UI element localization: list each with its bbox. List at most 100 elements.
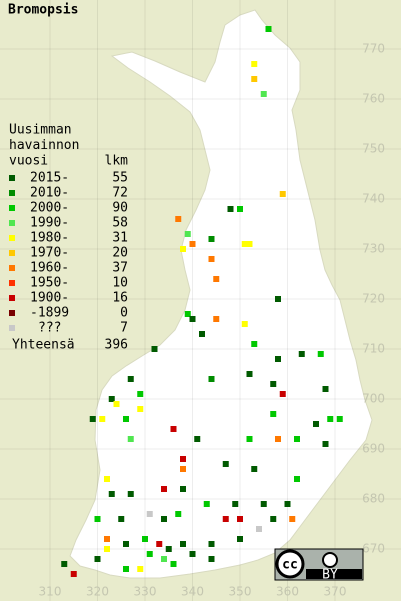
observation-square xyxy=(180,541,186,547)
observation-square xyxy=(275,436,281,442)
observation-square xyxy=(151,346,158,352)
cc-text: cc xyxy=(282,558,298,573)
observation-square xyxy=(99,416,106,422)
observation-square xyxy=(199,331,205,337)
legend-swatch xyxy=(9,220,15,226)
observation-square xyxy=(161,516,167,522)
observation-square xyxy=(108,491,115,497)
legend-swatch xyxy=(9,325,15,331)
observation-square xyxy=(256,526,262,532)
observation-square xyxy=(251,466,258,472)
observation-square xyxy=(142,536,148,542)
legend-label: 1960- xyxy=(30,261,69,276)
observation-square xyxy=(180,486,186,492)
observation-square xyxy=(89,416,96,422)
legend-count-header: lkm xyxy=(105,154,129,169)
observation-square xyxy=(294,436,300,442)
observation-square xyxy=(275,356,281,362)
by-icon xyxy=(322,552,338,568)
observation-square xyxy=(70,571,77,577)
license-badge: cc BY xyxy=(274,548,364,583)
legend-swatch xyxy=(9,205,15,211)
observation-square xyxy=(246,436,253,442)
observation-square xyxy=(284,501,291,507)
legend-label: 1900- xyxy=(30,291,69,306)
observation-square xyxy=(322,386,329,392)
legend-label: 1980- xyxy=(30,231,69,246)
legend-swatch xyxy=(9,190,15,196)
observation-square xyxy=(270,381,277,387)
x-tick-label: 350 xyxy=(229,585,252,599)
x-tick-label: 370 xyxy=(324,585,347,599)
legend-header: vuosi xyxy=(9,154,48,169)
observation-square xyxy=(251,76,258,82)
y-tick-label: 740 xyxy=(362,192,385,206)
observation-square xyxy=(289,516,296,522)
y-tick-label: 750 xyxy=(362,142,385,156)
observation-square xyxy=(275,296,281,302)
legend-header: havainnon xyxy=(9,138,79,153)
legend-count: 58 xyxy=(112,216,128,231)
observation-square xyxy=(232,501,239,507)
observation-square xyxy=(137,566,144,572)
legend-label: -1899 xyxy=(30,306,69,321)
legend-count: 31 xyxy=(112,231,128,246)
observation-square xyxy=(208,541,215,547)
observation-square xyxy=(208,236,215,242)
observation-square xyxy=(137,391,144,397)
legend-label: 1950- xyxy=(30,276,69,291)
observation-square xyxy=(327,416,334,422)
y-tick-label: 700 xyxy=(362,392,385,406)
legend-count: 7 xyxy=(120,321,128,336)
observation-square xyxy=(241,321,248,327)
observation-square xyxy=(170,426,177,432)
observation-square xyxy=(184,311,191,317)
observation-square xyxy=(251,341,258,347)
observation-square xyxy=(222,461,229,467)
observation-square xyxy=(227,206,234,212)
observation-square xyxy=(175,511,182,517)
observation-square xyxy=(184,231,191,237)
y-tick-label: 710 xyxy=(362,342,385,356)
observation-square xyxy=(113,401,120,407)
observation-square xyxy=(146,511,153,517)
observation-square xyxy=(127,491,134,497)
observation-square xyxy=(279,391,286,397)
observation-square xyxy=(94,556,101,562)
legend-total: 396 xyxy=(105,338,128,353)
legend-swatch xyxy=(9,175,15,181)
by-text: BY xyxy=(322,568,338,583)
y-tick-label: 720 xyxy=(362,292,385,306)
observation-square xyxy=(298,351,305,357)
observation-square xyxy=(165,546,172,552)
observation-square xyxy=(104,476,110,482)
badge-strip xyxy=(306,569,362,579)
x-tick-label: 310 xyxy=(39,585,62,599)
observation-square xyxy=(246,371,253,377)
y-tick-label: 760 xyxy=(362,92,385,106)
observation-square xyxy=(294,476,300,482)
observation-square xyxy=(156,541,163,547)
legend-swatch xyxy=(9,310,15,316)
observation-square xyxy=(189,551,196,557)
legend-header: Uusimman xyxy=(9,123,72,138)
legend-count: 0 xyxy=(120,306,128,321)
observation-square xyxy=(203,501,210,507)
legend-count: 55 xyxy=(112,171,128,186)
legend-swatch xyxy=(9,235,15,241)
legend-count: 37 xyxy=(112,261,128,276)
observation-square xyxy=(208,256,215,262)
legend-count: 72 xyxy=(112,186,128,201)
cc-icon xyxy=(275,549,305,579)
observation-square xyxy=(208,556,215,562)
legend-swatch xyxy=(9,295,15,301)
observation-square xyxy=(270,411,277,417)
x-tick-label: 360 xyxy=(276,585,299,599)
observation-square xyxy=(265,26,272,32)
observation-square xyxy=(313,421,319,427)
observation-square xyxy=(127,436,134,442)
x-tick-label: 320 xyxy=(86,585,109,599)
legend-label: 2010- xyxy=(30,186,69,201)
observation-square xyxy=(61,561,68,567)
